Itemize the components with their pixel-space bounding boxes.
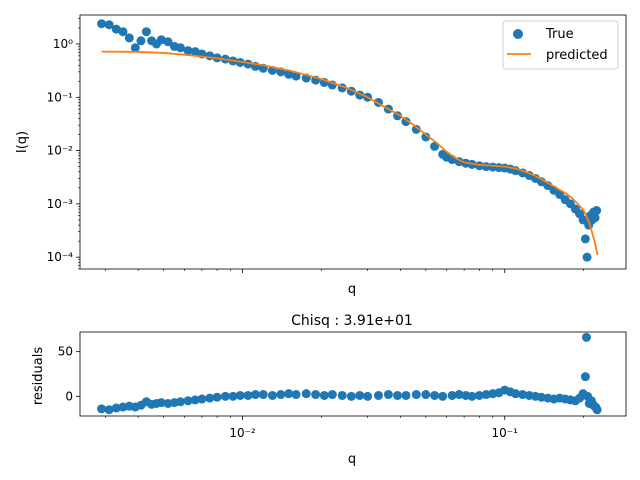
intensity-axes-frame xyxy=(79,14,627,270)
residual-point xyxy=(430,390,440,400)
true-data-point xyxy=(124,33,134,43)
residual-point xyxy=(97,404,107,414)
legend: True predicted xyxy=(502,20,619,70)
residual-point xyxy=(111,403,121,413)
true-data-point xyxy=(592,206,602,216)
legend-box xyxy=(502,20,619,70)
true-data-point xyxy=(284,69,294,79)
residuals-x-tick-label: 10⁻¹ xyxy=(492,426,519,440)
residuals-x-axis-label: q xyxy=(348,452,356,467)
residual-point xyxy=(401,390,411,400)
true-data-point xyxy=(163,37,173,47)
intensity-y-tick-label: 10⁻² xyxy=(47,144,74,158)
true-data-point xyxy=(580,234,590,244)
true-data-point xyxy=(104,20,114,30)
true-data-point xyxy=(97,19,107,29)
true-data-point xyxy=(156,35,166,45)
intensity-y-tick-label: 10⁻³ xyxy=(47,197,74,211)
residual-point xyxy=(267,390,277,400)
residual-point xyxy=(592,405,602,415)
predicted-line xyxy=(101,50,599,256)
true-data-point xyxy=(421,132,431,142)
residual-point xyxy=(250,390,260,400)
residuals-x-tick-label: 10⁻² xyxy=(229,426,256,440)
residual-point xyxy=(355,390,365,400)
residual-point xyxy=(291,390,301,400)
residual-point xyxy=(220,391,230,401)
true-data-point xyxy=(582,252,592,262)
residual-point xyxy=(438,391,448,401)
residual-point xyxy=(228,391,238,401)
intensity-x-axis-label: q xyxy=(348,282,356,297)
residual-point xyxy=(346,391,356,401)
residual-point xyxy=(175,397,185,407)
residual-point xyxy=(327,390,337,400)
residual-point xyxy=(235,390,245,400)
legend-predicted-label: predicted xyxy=(546,48,608,63)
residual-point xyxy=(582,332,591,342)
residuals-y-axis-label: residuals xyxy=(31,347,46,406)
intensity-y-tick-label: 10⁰ xyxy=(53,37,73,51)
residuals-axes-frame xyxy=(79,331,627,417)
residual-point xyxy=(319,390,329,400)
residual-point xyxy=(474,390,484,400)
residual-point xyxy=(258,390,268,400)
residual-point xyxy=(447,390,457,400)
intensity-marks xyxy=(97,19,602,262)
intensity-plot: 10⁰ 10⁻¹ 10⁻² 10⁻³ 10⁻⁴ q I(q) True predicte… xyxy=(15,14,627,297)
residuals-y-tick-label: 50 xyxy=(58,345,73,359)
residual-point xyxy=(580,372,590,382)
true-data-point xyxy=(590,213,600,223)
true-data-point xyxy=(401,117,411,127)
residual-point xyxy=(311,390,321,400)
intensity-y-tick-label: 10⁻⁴ xyxy=(47,250,74,264)
intensity-y-axis-label: I(q) xyxy=(15,131,30,153)
legend-true-label: True xyxy=(545,27,574,42)
residual-point xyxy=(284,389,294,399)
residual-point xyxy=(411,390,421,400)
true-data-point xyxy=(136,36,146,46)
residual-point xyxy=(276,390,286,400)
residual-point xyxy=(301,389,311,399)
residuals-title: Chisq : 3.91e+01 xyxy=(291,313,413,329)
residual-point xyxy=(183,396,193,406)
residual-point xyxy=(104,405,114,415)
residual-point xyxy=(454,390,464,400)
residual-point xyxy=(518,390,528,400)
residual-point xyxy=(337,390,347,400)
residual-point xyxy=(511,389,521,399)
residual-point xyxy=(243,390,253,400)
intensity-y-tick-label: 10⁻¹ xyxy=(47,90,74,104)
true-data-point xyxy=(183,46,193,56)
true-data-point xyxy=(411,124,421,134)
residual-point xyxy=(363,391,373,401)
residuals-marks xyxy=(97,332,602,415)
residual-point xyxy=(212,392,222,402)
residual-point xyxy=(393,390,403,400)
residual-point xyxy=(467,391,477,401)
residuals-y-tick-label: 0 xyxy=(65,389,73,403)
true-data-point xyxy=(141,27,151,37)
legend-true-marker xyxy=(513,29,523,39)
residual-point xyxy=(156,398,166,408)
residual-point xyxy=(190,395,200,405)
true-data-point xyxy=(118,27,128,37)
true-data-point xyxy=(175,43,185,53)
residuals-axis-ticks: 0 50 10⁻² 10⁻¹ xyxy=(58,345,584,440)
residual-point xyxy=(421,390,431,400)
residual-point xyxy=(205,393,215,403)
residual-point xyxy=(197,394,207,404)
residual-point xyxy=(373,390,383,400)
residuals-plot: Chisq : 3.91e+01 0 50 10⁻² 10⁻¹ q residuals xyxy=(31,313,627,467)
true-data-point xyxy=(130,43,140,53)
residual-point xyxy=(383,390,393,400)
intensity-axis-ticks: 10⁰ 10⁻¹ 10⁻² 10⁻³ 10⁻⁴ xyxy=(47,18,584,273)
